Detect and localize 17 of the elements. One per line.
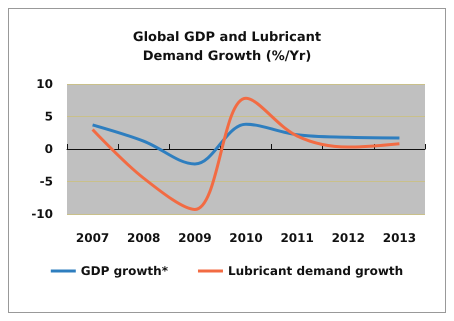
line-series bbox=[91, 96, 401, 211]
x-tick-label: 2011 bbox=[280, 231, 314, 245]
legend-label: GDP growth* bbox=[80, 264, 169, 278]
y-tick-label: 0 bbox=[44, 142, 53, 156]
x-tick-label: 2013 bbox=[382, 231, 416, 245]
y-tick-label: -5 bbox=[40, 174, 53, 188]
x-tick-label: 2007 bbox=[76, 231, 110, 245]
x-tick-label: 2009 bbox=[178, 231, 212, 245]
line-series bbox=[91, 122, 401, 166]
y-tick-label: 5 bbox=[44, 110, 53, 124]
x-tick-label: 2012 bbox=[332, 231, 365, 245]
y-tick-label: 10 bbox=[36, 77, 53, 91]
x-tick-label: 2010 bbox=[229, 231, 263, 245]
legend-label: Lubricant demand growth bbox=[228, 264, 404, 278]
chart-title: Global GDP and Lubricant Demand Growth (%/Yr) bbox=[132, 30, 322, 64]
y-tick-label: -10 bbox=[31, 207, 53, 221]
x-tick-label: 2008 bbox=[127, 231, 160, 245]
